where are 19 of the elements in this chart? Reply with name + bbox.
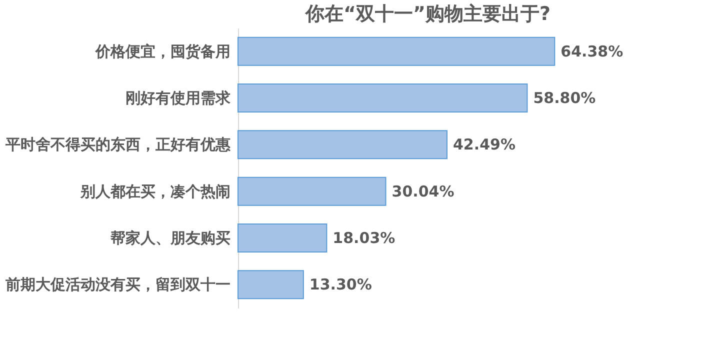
bar bbox=[238, 270, 304, 300]
y-tick-label: 前期大促活动没有买，留到双十一 bbox=[4, 276, 230, 294]
bar bbox=[238, 36, 556, 66]
chart-title: 你在“双十一”购物主要出于? bbox=[304, 3, 550, 25]
y-tick-label: 别人都在买，凑个热闹 bbox=[80, 182, 230, 200]
bar bbox=[238, 176, 386, 206]
bar bbox=[238, 130, 448, 160]
data-label: 42.49% bbox=[452, 136, 516, 154]
bar bbox=[238, 224, 328, 252]
data-label: 30.04% bbox=[392, 182, 454, 200]
data-label: 64.38% bbox=[560, 42, 624, 60]
y-tick-label: 帮家人、朋友购买 bbox=[110, 229, 230, 247]
y-tick-label: 刚好有使用需求 bbox=[126, 89, 232, 107]
bar bbox=[238, 84, 528, 112]
data-label: 58.80% bbox=[533, 89, 596, 107]
data-label: 18.03% bbox=[332, 229, 396, 247]
y-tick-label: 平时舍不得买的东西，正好有优惠 bbox=[4, 136, 232, 154]
data-label: 13.30% bbox=[309, 276, 372, 294]
y-tick-label: 价格便宜，囤货备用 bbox=[94, 42, 230, 60]
